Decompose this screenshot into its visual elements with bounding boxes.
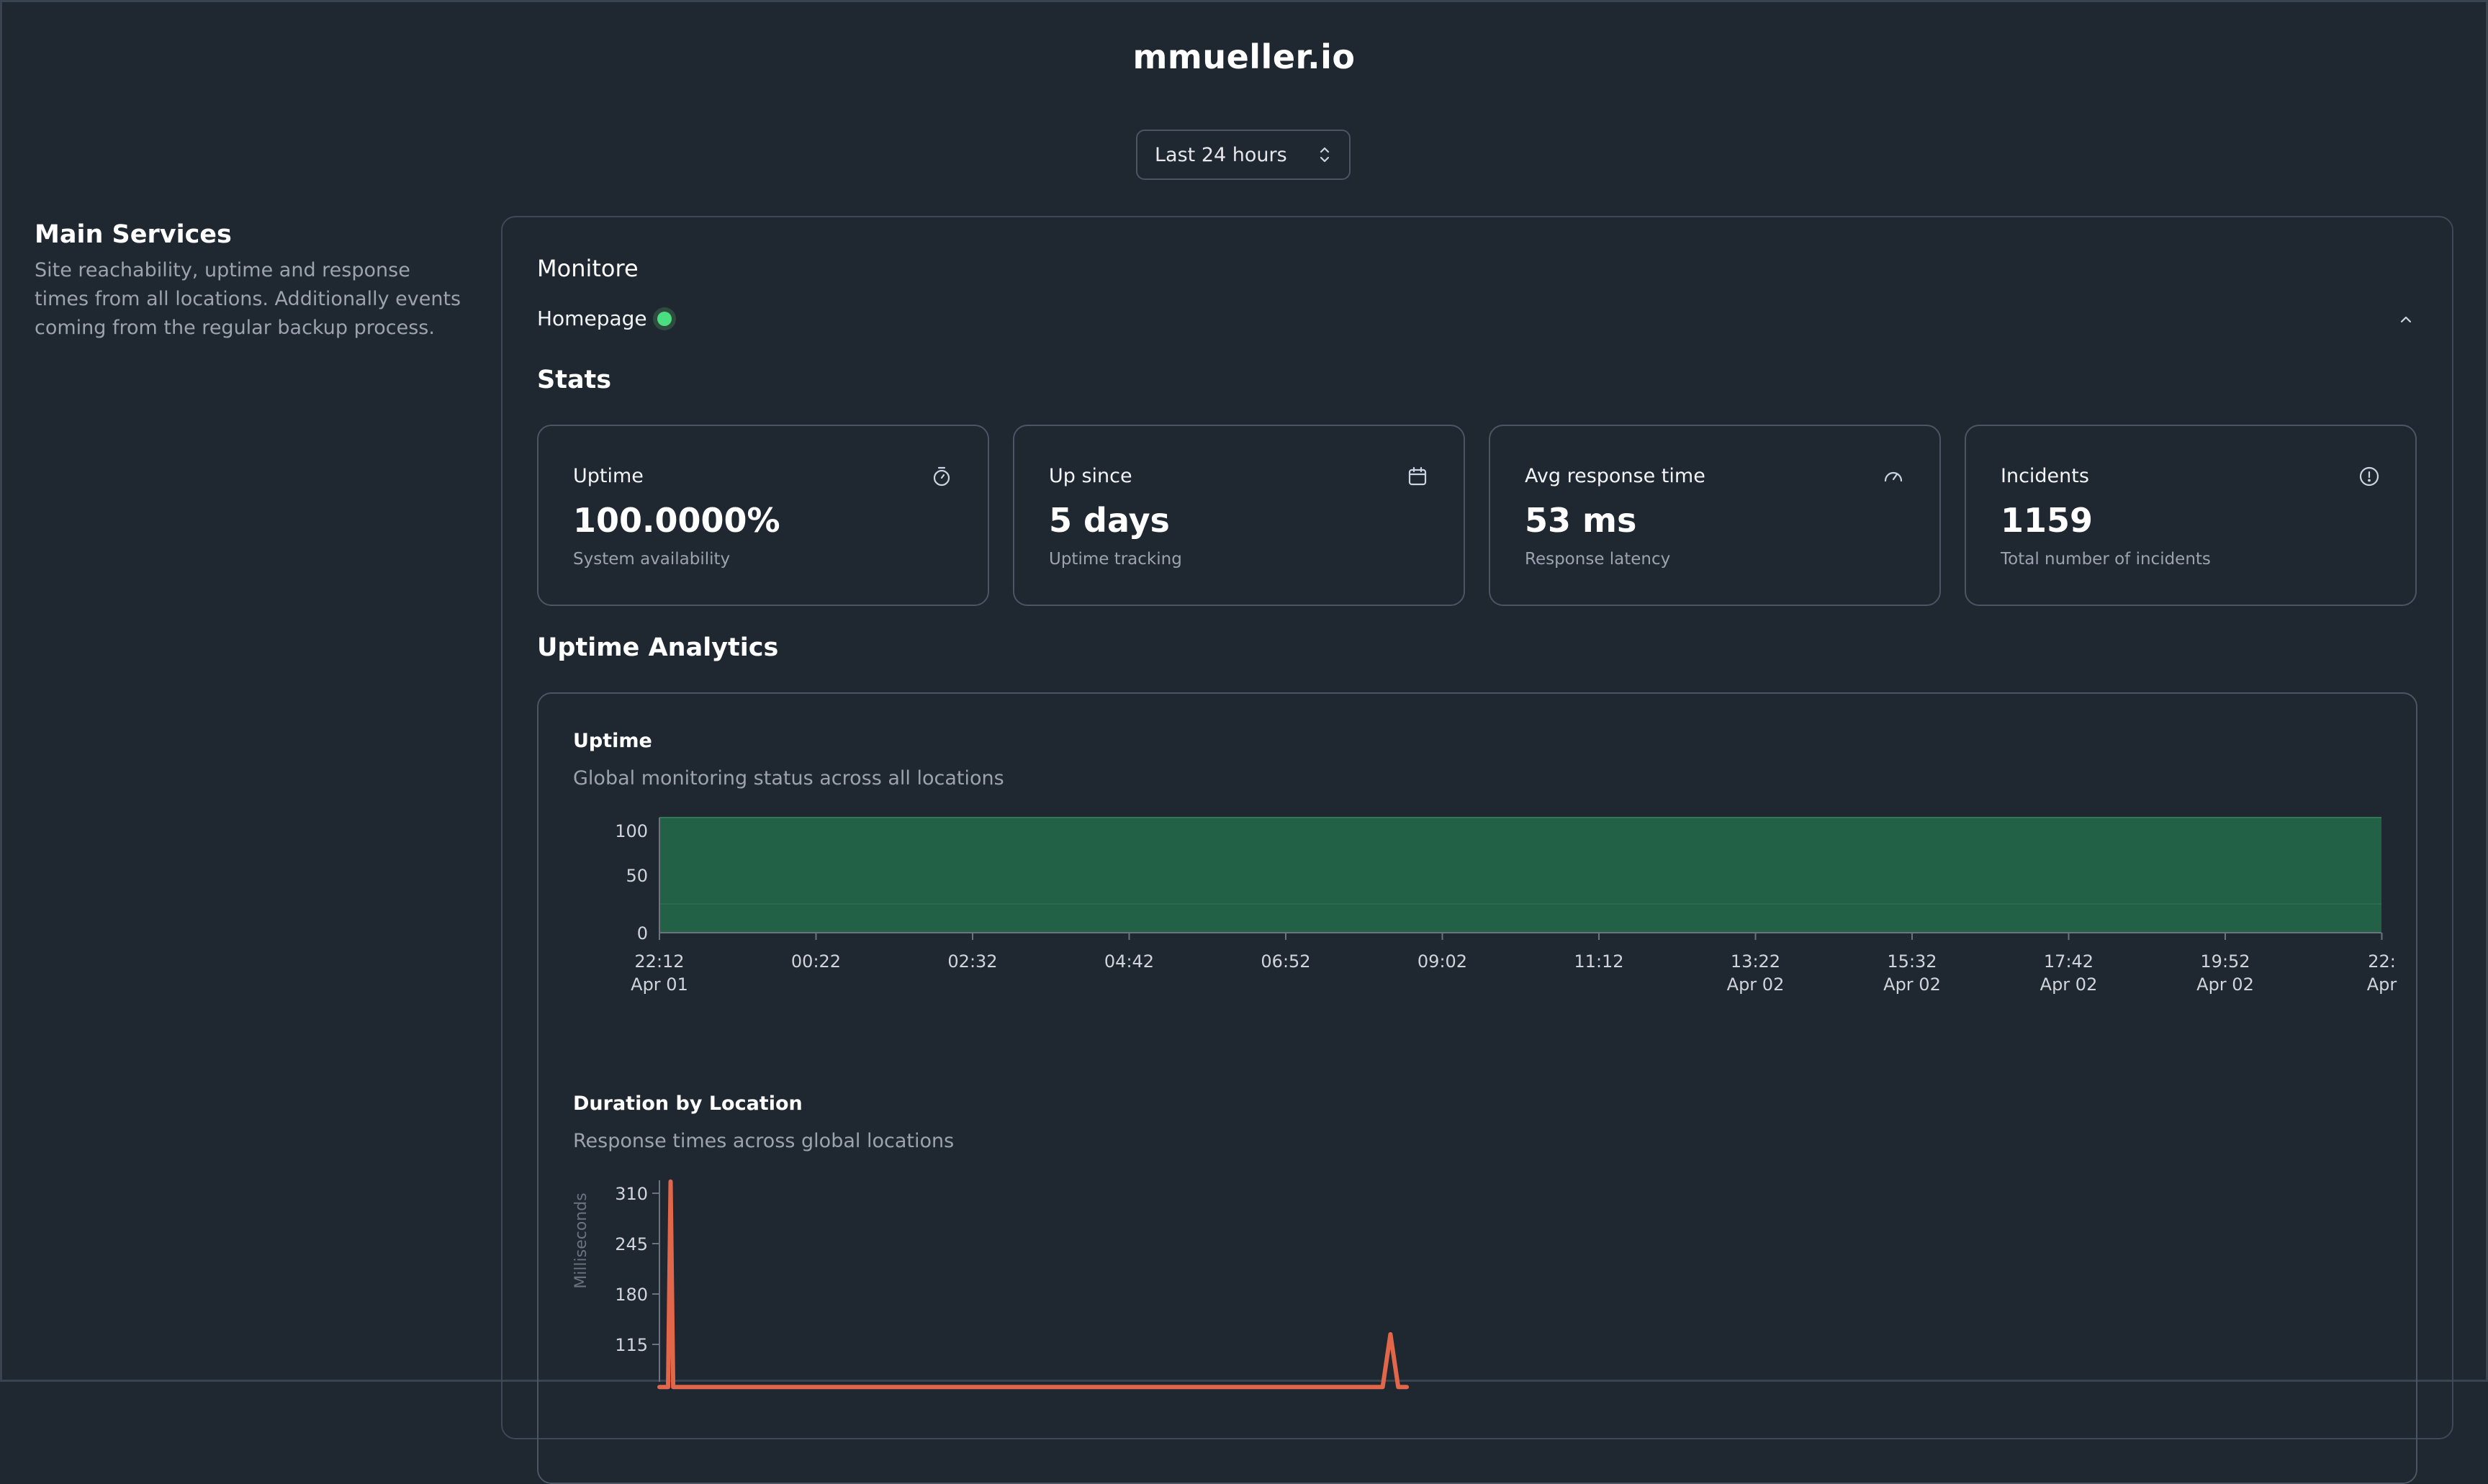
y-tick-label: 115	[615, 1335, 648, 1355]
stat-card-incidents: Incidents 1159 Total number of incidents	[1965, 425, 2417, 606]
x-tick-date: Apr 02	[2196, 974, 2254, 995]
collapse-chevron-icon[interactable]	[2396, 309, 2416, 330]
stat-label: Uptime	[573, 465, 644, 487]
status-dot	[657, 311, 672, 326]
x-tick-label: 19:52	[2200, 951, 2250, 972]
stat-value: 5 days	[1049, 501, 1170, 540]
stats-heading: Stats	[537, 366, 612, 394]
stat-label: Up since	[1049, 465, 1132, 487]
stat-value: 100.0000%	[573, 501, 780, 540]
duration-chart-subtitle: Response times across global locations	[573, 1130, 955, 1152]
calendar-icon	[1406, 465, 1429, 488]
monitors-heading: Monitore	[537, 255, 639, 282]
monitor-item-homepage[interactable]: Homepage	[537, 307, 672, 330]
x-tick-date: Apr 02	[1883, 974, 1941, 995]
x-tick-label: 22:	[2368, 951, 2396, 972]
stat-value: 53 ms	[1525, 501, 1637, 540]
x-tick-date: Apr 02	[1727, 974, 1785, 995]
stat-card-uptime: Uptime 100.0000% System availability	[537, 425, 989, 606]
duration-chart-title: Duration by Location	[573, 1092, 803, 1115]
stat-sub: Total number of incidents	[2001, 550, 2211, 569]
section-title: Main Services	[35, 220, 232, 249]
x-tick-label: 13:22	[1731, 951, 1780, 972]
stat-label: Incidents	[2001, 465, 2089, 487]
duration-chart: 310 245 180 115 Milliseconds	[572, 1179, 1410, 1390]
x-tick-label: 17:42	[2044, 951, 2093, 972]
stat-value: 1159	[2001, 501, 2093, 540]
x-tick-label: 15:32	[1887, 951, 1937, 972]
stat-sub: Response latency	[1525, 550, 1671, 569]
x-tick-date: Apr 02	[2040, 974, 2098, 995]
x-tick-label: 04:42	[1104, 951, 1154, 972]
analytics-heading: Uptime Analytics	[537, 633, 779, 662]
time-range-select[interactable]: Last 24 hours	[1136, 130, 1351, 180]
x-tick-label: 22:12	[634, 951, 684, 972]
x-tick-label: 02:32	[947, 951, 997, 972]
stat-sub: System availability	[573, 550, 731, 569]
duration-series-line	[657, 1179, 1410, 1390]
x-tick-date: Apr	[2367, 974, 2397, 995]
x-tick-label: 11:12	[1574, 951, 1623, 972]
uptime-chart-title: Uptime	[573, 730, 652, 752]
stat-card-up-since: Up since 5 days Uptime tracking	[1013, 425, 1465, 606]
x-tick-label: 09:02	[1417, 951, 1467, 972]
alert-circle-icon	[2358, 465, 2381, 488]
x-tick-label: 06:52	[1261, 951, 1310, 972]
site-title: mmueller.io	[1132, 37, 1356, 76]
uptime-area	[659, 818, 2381, 933]
x-tick-date: Apr 01	[631, 974, 688, 995]
time-range-value: Last 24 hours	[1155, 143, 1287, 166]
section-description: Site reachability, uptime and response t…	[35, 259, 461, 339]
stat-card-avg-response: Avg response time 53 ms Response latency	[1489, 425, 1941, 606]
y-tick-label: 180	[615, 1285, 648, 1305]
uptime-chart-subtitle: Global monitoring status across all loca…	[573, 767, 1004, 789]
stopwatch-icon	[930, 465, 953, 488]
gauge-icon	[1882, 465, 1905, 488]
stat-sub: Uptime tracking	[1049, 550, 1182, 569]
y-axis-title: Milliseconds	[572, 1193, 590, 1288]
x-tick-label: 00:22	[791, 951, 841, 972]
y-tick-label: 245	[615, 1234, 648, 1254]
y-tick-label: 310	[615, 1184, 648, 1204]
monitor-name: Homepage	[537, 307, 647, 330]
stat-label: Avg response time	[1525, 465, 1705, 487]
y-tick-label: 100	[615, 821, 648, 841]
chevron-up-down-icon	[1317, 145, 1332, 165]
y-tick-label: 0	[637, 923, 648, 944]
y-tick-label: 50	[626, 866, 648, 886]
